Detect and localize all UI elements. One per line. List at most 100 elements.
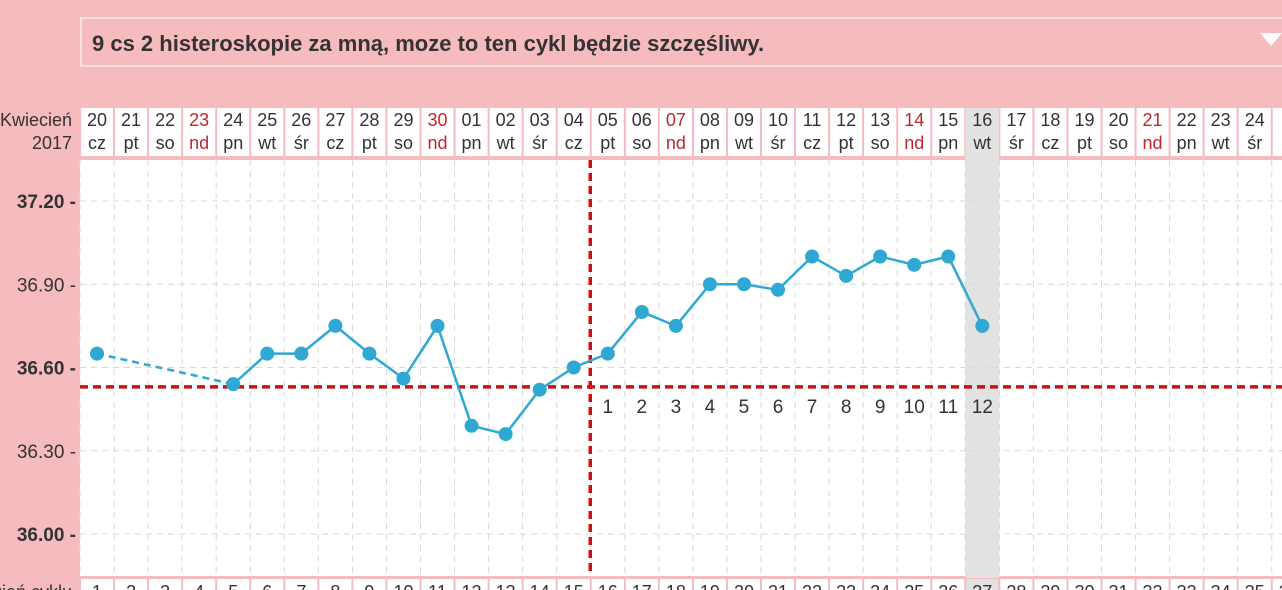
- post-ovulation-day-label: 5: [739, 397, 750, 418]
- cycle-day-cell: [251, 579, 284, 590]
- day-header-cell[interactable]: [319, 108, 352, 156]
- dropdown-arrow-icon[interactable]: [1260, 33, 1282, 46]
- day-header-cell[interactable]: [693, 108, 726, 156]
- day-header-cell[interactable]: [387, 108, 420, 156]
- cycle-day-number: 35: [1245, 582, 1265, 590]
- cycle-day-cell: [693, 579, 726, 590]
- day-header-cell[interactable]: [898, 108, 931, 156]
- day-header-cell[interactable]: [864, 108, 897, 156]
- temperature-point[interactable]: [396, 371, 411, 386]
- post-ovulation-day-label: 8: [841, 397, 852, 418]
- temperature-point[interactable]: [464, 418, 479, 433]
- post-ovulation-day-label: 11: [938, 397, 958, 418]
- temperature-point[interactable]: [634, 305, 649, 319]
- weekday-abbr: pt: [600, 133, 615, 153]
- temperature-point[interactable]: [294, 346, 309, 361]
- year-label: 2017: [32, 133, 72, 153]
- weekday-abbr: so: [632, 133, 651, 153]
- cycle-day-number: 14: [530, 582, 550, 590]
- temperature-point[interactable]: [907, 257, 922, 272]
- cycle-day-cell: [1102, 579, 1135, 590]
- temperature-point[interactable]: [702, 277, 717, 292]
- day-header-cell[interactable]: [625, 108, 658, 156]
- day-number: 20: [87, 110, 107, 130]
- temperature-point[interactable]: [532, 382, 547, 397]
- day-header-cell[interactable]: [489, 108, 522, 156]
- day-header-cell[interactable]: [1272, 108, 1282, 156]
- day-header-cell[interactable]: [421, 108, 454, 156]
- day-header-cell[interactable]: [762, 108, 795, 156]
- cycle-day-number: 18: [666, 582, 686, 590]
- day-number: 13: [870, 110, 890, 130]
- weekday-abbr: pn: [1177, 133, 1197, 153]
- temperature-point[interactable]: [771, 282, 786, 297]
- cycle-day-number: 12: [462, 582, 482, 590]
- cycle-day-cell: [625, 579, 658, 590]
- day-number: 09: [734, 110, 754, 130]
- day-header-cell[interactable]: [1238, 108, 1271, 156]
- day-header-cell[interactable]: [1034, 108, 1067, 156]
- day-header-cell[interactable]: [353, 108, 386, 156]
- day-header-cell[interactable]: [1102, 108, 1135, 156]
- day-header-cell[interactable]: [285, 108, 318, 156]
- day-header-cell[interactable]: [557, 108, 590, 156]
- temperature-point[interactable]: [873, 249, 888, 264]
- weekday-abbr: pn: [223, 133, 243, 153]
- weekday-abbr: wt: [1211, 133, 1230, 153]
- weekday-abbr: cz: [88, 133, 106, 153]
- temperature-point[interactable]: [668, 318, 683, 333]
- cycle-day-number: 11: [428, 582, 447, 590]
- temperature-point[interactable]: [600, 346, 615, 361]
- day-header-cell[interactable]: [659, 108, 692, 156]
- day-number: 26: [291, 110, 311, 130]
- day-header-cell[interactable]: [217, 108, 250, 156]
- day-header-cell[interactable]: [149, 108, 182, 156]
- day-header-cell[interactable]: [591, 108, 624, 156]
- day-header-cell[interactable]: [830, 108, 863, 156]
- day-header-cell[interactable]: [115, 108, 148, 156]
- temperature-point[interactable]: [362, 346, 377, 361]
- temperature-point[interactable]: [498, 427, 513, 442]
- day-number: 22: [1177, 110, 1197, 130]
- day-number: 10: [768, 110, 788, 130]
- day-header-cell[interactable]: [727, 108, 760, 156]
- day-number: 21: [1143, 110, 1163, 130]
- day-header-cell[interactable]: [932, 108, 965, 156]
- cycle-day-number: 34: [1211, 582, 1231, 590]
- temperature-point[interactable]: [566, 360, 581, 375]
- temperature-point[interactable]: [736, 277, 751, 292]
- weekday-abbr: śr: [1247, 133, 1262, 153]
- cycle-day-cell: [1000, 579, 1033, 590]
- cycle-day-cell: [455, 579, 488, 590]
- day-header-cell[interactable]: [251, 108, 284, 156]
- temperature-point[interactable]: [839, 268, 854, 283]
- day-number: 22: [155, 110, 175, 130]
- month-label: Kwiecień: [0, 110, 72, 130]
- temperature-point[interactable]: [805, 249, 820, 264]
- temperature-point[interactable]: [90, 346, 105, 361]
- day-header-cell[interactable]: [455, 108, 488, 156]
- day-header-cell[interactable]: [1136, 108, 1169, 156]
- y-tick-label: 36.30 -: [17, 442, 76, 463]
- day-header-cell[interactable]: [81, 108, 114, 156]
- weekday-abbr: pt: [362, 133, 377, 153]
- temperature-point[interactable]: [260, 346, 275, 361]
- y-tick-label: 36.00 -: [17, 525, 76, 546]
- temperature-point[interactable]: [430, 318, 445, 333]
- day-header-cell[interactable]: [966, 108, 999, 156]
- day-header-cell[interactable]: [1000, 108, 1033, 156]
- day-header-cell[interactable]: [523, 108, 556, 156]
- weekday-abbr: so: [871, 133, 890, 153]
- temperature-point[interactable]: [941, 249, 956, 264]
- day-header-cell[interactable]: [183, 108, 216, 156]
- day-number: 28: [359, 110, 379, 130]
- temperature-point[interactable]: [226, 377, 241, 392]
- cycle-title-box[interactable]: 9 cs 2 histeroskopie za mną, moze to ten…: [80, 17, 1282, 67]
- day-header-cell[interactable]: [1204, 108, 1237, 156]
- temperature-point[interactable]: [328, 318, 343, 333]
- day-header-cell[interactable]: [1068, 108, 1101, 156]
- day-header-cell[interactable]: [796, 108, 829, 156]
- weekday-abbr: pt: [839, 133, 854, 153]
- temperature-point[interactable]: [975, 318, 990, 333]
- day-header-cell[interactable]: [1170, 108, 1203, 156]
